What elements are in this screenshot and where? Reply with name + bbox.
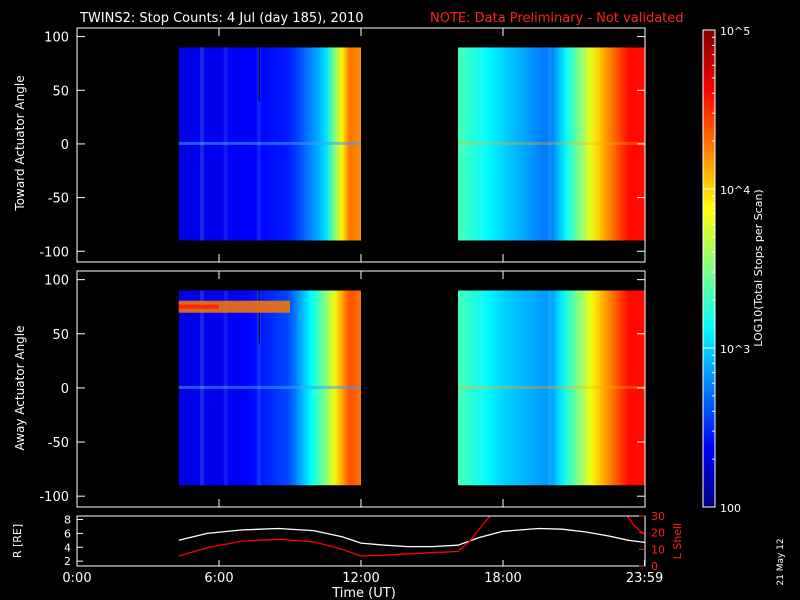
- vertical-streak: [581, 290, 586, 486]
- y-tick-label-right: 20: [651, 527, 665, 540]
- title-bar: TWINS2: Stop Counts: 4 Jul (day 185), 20…: [79, 11, 684, 26]
- l-shell-line: [178, 516, 491, 557]
- colorbar-ramp: [702, 29, 716, 508]
- y-tick-label: 100: [44, 274, 69, 289]
- data-segment-2: [458, 47, 645, 241]
- colorbar-tick-label: 100: [720, 502, 741, 515]
- y-tick-label: 50: [52, 84, 69, 99]
- enhanced-band: [178, 300, 290, 313]
- vertical-streak: [200, 290, 205, 486]
- vertical-streak: [223, 47, 228, 241]
- y-tick-label: -100: [39, 490, 69, 505]
- x-tick-label: 18:00: [484, 571, 521, 586]
- y-tick-label-left: 4: [64, 541, 71, 554]
- y-tick-label: 0: [61, 382, 69, 397]
- x-tick-label: 0:00: [62, 571, 91, 586]
- r-distance-line: [178, 527, 645, 548]
- y-tick-label: 50: [52, 328, 69, 343]
- colorbar-tick-label: 10^5: [720, 25, 750, 38]
- ephemeris-frame: [76, 515, 646, 567]
- y-tick-label-left: 8: [64, 513, 71, 526]
- x-tick-label: 23:59: [626, 571, 663, 586]
- vertical-streak: [223, 290, 228, 486]
- y-tick-label-right: 0: [651, 560, 658, 573]
- data-segment-2: [458, 290, 645, 486]
- y-tick-label: -100: [39, 245, 69, 260]
- colorbar-tick-label: 10^4: [720, 184, 750, 197]
- ephemeris-ylabel-left: R [RE]: [11, 524, 24, 558]
- y-tick-label: 0: [61, 138, 69, 153]
- colorbar: LOG10(Total Stops per Scan) 10^5 10^4 10^3…: [702, 25, 765, 515]
- y-tick-label-right: 10: [651, 543, 665, 556]
- vertical-streak: [547, 47, 552, 241]
- side-stamp: 21 May 12: [776, 538, 786, 585]
- preliminary-note: NOTE: Data Preliminary - Not validated: [430, 11, 684, 26]
- chart-title: TWINS2: Stop Counts: 4 Jul (day 185), 20…: [79, 11, 364, 26]
- zero-angle-band: [178, 141, 361, 145]
- l-shell-line: [626, 516, 645, 535]
- y-tick-label: -50: [48, 436, 69, 451]
- x-axis-label: Time (UT): [331, 586, 396, 600]
- x-tick-label: 6:00: [204, 571, 233, 586]
- vertical-streak: [479, 290, 484, 486]
- toward-ylabel: Toward Actuator Angle: [13, 75, 27, 211]
- enhanced-band-core: [178, 304, 219, 309]
- x-tick-label: 12:00: [342, 571, 379, 586]
- away-heatmap-panel: Away Actuator Angle 100 50 0 -50 -100: [13, 270, 646, 508]
- y-tick-label-left: 6: [64, 527, 71, 540]
- zero-angle-band: [178, 385, 361, 389]
- y-tick-label-right: 30: [651, 510, 665, 523]
- vertical-streak: [581, 47, 586, 241]
- zero-angle-band: [458, 385, 645, 389]
- vertical-streak: [547, 290, 552, 486]
- away-ylabel: Away Actuator Angle: [13, 325, 27, 450]
- zero-angle-band: [458, 141, 645, 145]
- vertical-streak: [256, 47, 261, 241]
- toward-heatmap-panel: Toward Actuator Angle 100 50 0 -50 -100: [13, 27, 646, 263]
- y-tick-label: -50: [48, 192, 69, 207]
- ephemeris-ylabel-right: L Shell: [671, 523, 684, 559]
- vertical-streak: [256, 290, 261, 486]
- y-tick-label-left: 2: [64, 555, 71, 568]
- y-tick-label: 100: [44, 31, 69, 46]
- vertical-streak: [200, 47, 205, 241]
- vertical-streak: [479, 47, 484, 241]
- colorbar-label: LOG10(Total Stops per Scan): [752, 189, 765, 346]
- colorbar-tick-label: 10^3: [720, 343, 750, 356]
